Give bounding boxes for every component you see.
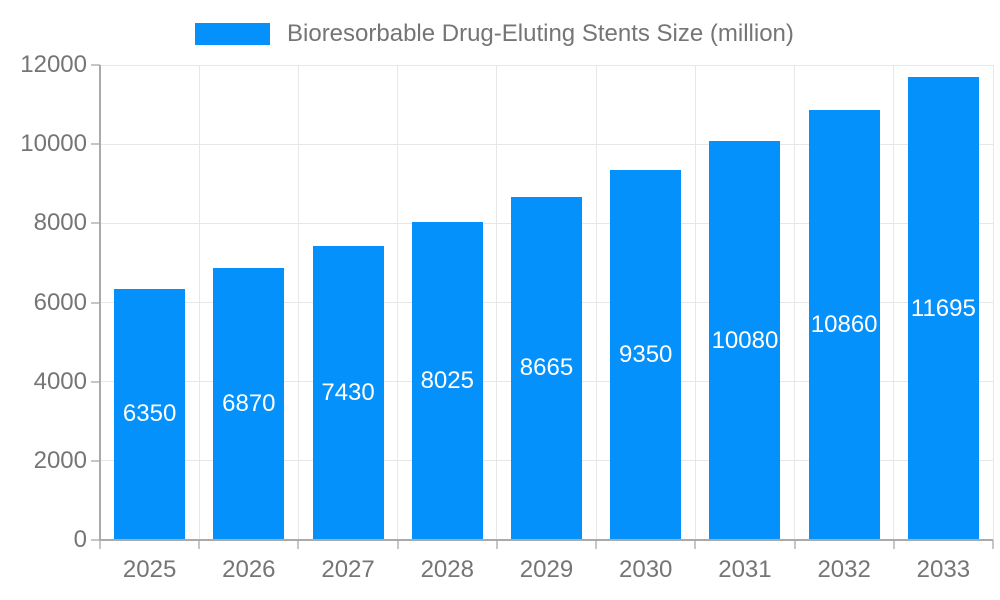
- y-axis-tick: [91, 64, 100, 66]
- x-tick-label: 2027: [321, 556, 375, 583]
- bar-value-label: 10860: [810, 311, 878, 339]
- y-tick-label: 2000: [33, 446, 87, 474]
- x-axis-line: [99, 539, 993, 541]
- bar-2026: 6870: [213, 268, 285, 540]
- v-gridline: [992, 65, 994, 540]
- bar-2029: 8665: [511, 197, 582, 540]
- y-axis-tick: [91, 301, 100, 304]
- x-axis-tick: [495, 540, 498, 549]
- y-tick-label: 12000: [20, 51, 87, 78]
- h-gridline: [100, 143, 993, 145]
- y-axis-tick: [91, 539, 100, 541]
- v-gridline: [198, 65, 200, 540]
- bar-value-label: 6870: [222, 390, 276, 418]
- x-axis-tick: [793, 540, 796, 549]
- bar-2028: 8025: [411, 222, 483, 540]
- y-tick-label: 10000: [20, 130, 87, 158]
- bar-value-label: 6350: [122, 400, 177, 428]
- y-axis-tick: [91, 222, 100, 225]
- h-gridline: [100, 64, 993, 66]
- bar-value-label: 10080: [711, 326, 779, 354]
- v-gridline: [397, 65, 399, 540]
- bar-value-label: 11695: [910, 294, 976, 322]
- x-axis-tick: [694, 540, 697, 549]
- y-axis-tick: [91, 143, 100, 146]
- bar-2027: 7430: [312, 245, 384, 540]
- legend-label: Bioresorbable Drug-Eluting Stents Size (…: [287, 20, 794, 47]
- x-tick-label: 2033: [916, 556, 971, 583]
- bar-2032: 10860: [808, 110, 880, 540]
- bar-2033: 11695: [907, 77, 979, 540]
- bar-value-label: 8665: [519, 354, 574, 382]
- bar-value-label: 7430: [321, 378, 375, 406]
- x-tick-label: 2026: [222, 556, 276, 583]
- x-axis-tick: [396, 540, 399, 549]
- x-tick-label: 2030: [619, 556, 673, 583]
- legend-swatch: [195, 23, 270, 45]
- bar-2031: 10080: [709, 141, 781, 540]
- x-axis-tick: [297, 540, 300, 549]
- x-axis-tick: [99, 540, 101, 549]
- x-tick-label: 2028: [420, 556, 474, 583]
- v-gridline: [297, 65, 299, 540]
- bar-2030: 9350: [610, 169, 682, 540]
- y-tick-label: 0: [73, 526, 87, 553]
- v-gridline: [893, 65, 895, 540]
- bar-value-label: 8025: [420, 367, 474, 395]
- x-tick-label: 2032: [817, 556, 871, 583]
- x-axis-tick: [892, 540, 895, 549]
- x-tick-label: 2029: [519, 556, 574, 583]
- v-gridline: [694, 65, 696, 540]
- y-axis-tick: [91, 459, 100, 462]
- bar-value-label: 9350: [619, 340, 673, 368]
- v-gridline: [496, 65, 498, 540]
- x-axis-tick: [595, 540, 598, 549]
- x-axis-tick: [992, 540, 994, 549]
- v-gridline: [794, 65, 796, 540]
- x-tick-label: 2025: [122, 556, 177, 583]
- y-tick-label: 4000: [33, 367, 87, 395]
- x-axis-tick: [198, 540, 201, 549]
- y-axis-tick: [91, 380, 100, 383]
- legend[interactable]: Bioresorbable Drug-Eluting Stents Size (…: [195, 21, 794, 47]
- y-axis-line: [99, 65, 101, 541]
- bar-2025: 6350: [114, 288, 186, 540]
- v-gridline: [595, 65, 597, 540]
- x-tick-label: 2031: [718, 556, 772, 583]
- y-tick-label: 8000: [33, 209, 87, 237]
- y-tick-label: 6000: [33, 288, 87, 316]
